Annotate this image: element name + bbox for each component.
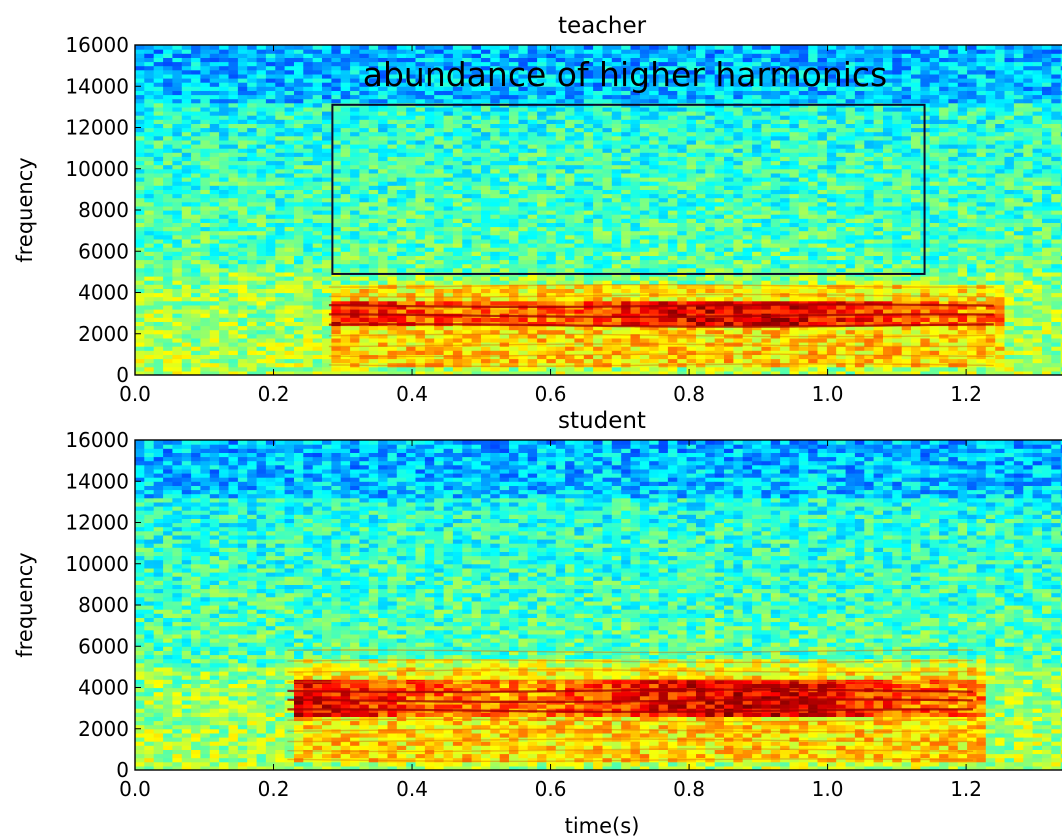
- spectrogram-image: [135, 45, 1062, 375]
- y-axis-label: frequency: [13, 157, 37, 262]
- harmonic-line: [328, 363, 994, 367]
- harmonic-line: [328, 343, 994, 348]
- chart-title: teacher: [558, 13, 647, 39]
- x-tick-label: 0.2: [258, 777, 290, 801]
- y-tick-label: 16000: [65, 33, 129, 57]
- x-tick-label: 0.0: [119, 382, 151, 406]
- y-tick-label: 12000: [65, 511, 129, 535]
- harmonic-line: [328, 323, 994, 328]
- y-tick-label: 0: [116, 758, 129, 782]
- harmonic-line: [328, 313, 994, 318]
- y-tick-label: 4000: [78, 281, 129, 305]
- x-tick-label: 0.0: [119, 777, 151, 801]
- y-tick-label: 0: [116, 363, 129, 387]
- x-axis-label: time(s): [565, 814, 640, 838]
- y-tick-label: 12000: [65, 116, 129, 140]
- y-axis-label: frequency: [13, 552, 37, 657]
- x-tick-label: 1.0: [812, 382, 844, 406]
- harmonic-line: [287, 718, 974, 723]
- harmonic-line: [287, 708, 973, 713]
- x-tick-label: 0.2: [258, 382, 290, 406]
- teacher-spectrogram-panel: 0.0 0.2 0.4 0.6 0.8 1.0 1.2 0 2000 4000 6000 8000 10…: [13, 13, 1062, 406]
- y-tick-label: 6000: [78, 239, 129, 263]
- harmonic-line: [287, 669, 973, 673]
- harmonic-line: [287, 659, 974, 663]
- annotation-text: abundance of higher harmonics: [363, 55, 888, 94]
- harmonic-line: [328, 353, 994, 358]
- y-tick-label: 10000: [65, 157, 129, 181]
- y-tick-label: 2000: [78, 717, 129, 741]
- y-tick-label: 14000: [65, 74, 129, 98]
- y-tick-label: 10000: [65, 552, 129, 576]
- harmonic-line: [287, 698, 974, 703]
- y-tick-label: 2000: [78, 322, 129, 346]
- x-tick-label: 1.2: [950, 382, 982, 406]
- harmonic-line: [287, 758, 974, 762]
- y-tick-label: 4000: [78, 676, 129, 700]
- x-tick-label: 0.4: [396, 777, 428, 801]
- y-tick-label: 8000: [78, 593, 129, 617]
- y-tick-label: 8000: [78, 198, 129, 222]
- harmonic-line: [328, 284, 994, 288]
- harmonic-line: [328, 293, 994, 298]
- y-tick-label: 16000: [65, 428, 129, 452]
- x-tick-label: 1.0: [812, 777, 844, 801]
- harmonic-line: [287, 728, 974, 733]
- harmonic-line: [287, 649, 973, 654]
- x-tick-label: 0.6: [535, 777, 567, 801]
- chart-title: student: [558, 408, 646, 434]
- x-tick-label: 0.4: [396, 382, 428, 406]
- harmonic-line: [287, 738, 973, 743]
- harmonic-line: [287, 748, 974, 753]
- harmonic-line: [287, 679, 973, 683]
- harmonic-line: [287, 688, 974, 694]
- harmonic-line: [328, 303, 994, 308]
- x-tick-label: 1.2: [950, 777, 982, 801]
- x-tick-label: 0.8: [673, 777, 705, 801]
- spectrogram-image: [135, 440, 1062, 770]
- y-tick-label: 14000: [65, 469, 129, 493]
- y-tick-label: 6000: [78, 634, 129, 658]
- harmonic-line: [328, 333, 994, 338]
- annotation-box: [331, 103, 926, 275]
- x-tick-label: 0.6: [535, 382, 567, 406]
- x-tick-label: 0.8: [673, 382, 705, 406]
- student-spectrogram-panel: 0.0 0.2 0.4 0.6 0.8 1.0 1.2 0 2000 4000 6000 8000 10…: [13, 408, 1062, 838]
